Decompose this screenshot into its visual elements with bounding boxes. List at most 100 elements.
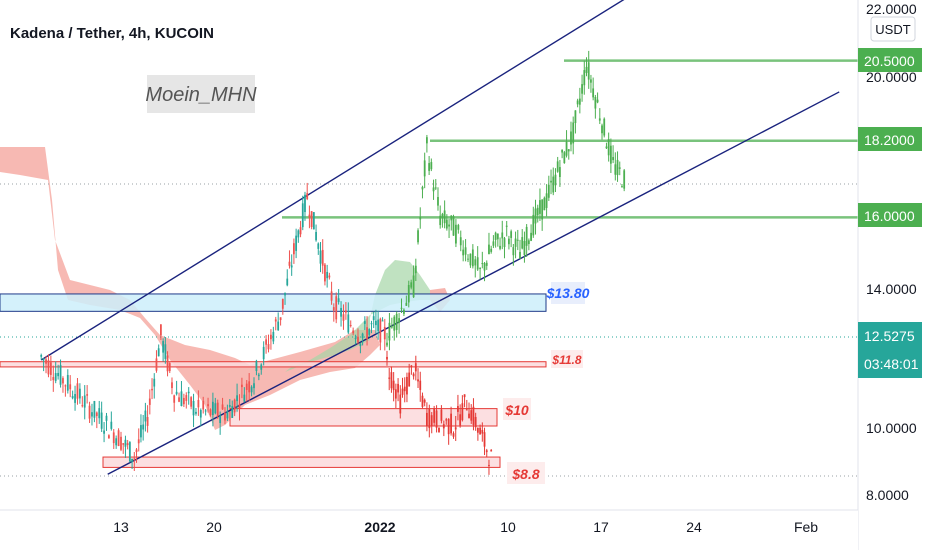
candle <box>197 390 200 416</box>
candle <box>306 182 309 201</box>
candle-bullish-path <box>543 196 546 211</box>
candle-bullish-path <box>587 50 590 89</box>
candle <box>293 238 295 264</box>
candle-bullish-path <box>607 132 610 162</box>
candle <box>88 401 91 423</box>
candle-bearish-path <box>474 412 477 431</box>
candle <box>49 355 52 381</box>
candle <box>108 434 110 439</box>
zone-label-13-80-text: $13.80 <box>546 285 590 301</box>
candle-bearish-path <box>426 402 428 432</box>
candle-bearish-path <box>450 406 452 436</box>
candle <box>168 362 171 374</box>
candle-bullish-path <box>398 312 400 334</box>
candle-bullish-path <box>437 187 439 211</box>
candle <box>326 264 329 288</box>
candle <box>182 393 185 408</box>
candle-bearish-path <box>417 368 419 388</box>
candle <box>95 411 98 429</box>
watermark: Moein_MHN <box>145 75 257 113</box>
price-axis[interactable]: 22.0000 20.0000 14.0000 10.0000 8.0000 U… <box>857 0 932 550</box>
candle <box>74 385 76 411</box>
candle-bearish-path <box>465 399 468 411</box>
candle-bullish-path <box>485 260 488 270</box>
candle-bullish-path <box>479 267 481 280</box>
candle <box>62 376 64 393</box>
candle-bullish-path <box>508 235 510 250</box>
candle-bearish-path <box>414 355 417 381</box>
candle-bearish-path <box>461 395 464 422</box>
svg-text:16.0000: 16.0000 <box>864 208 915 224</box>
candle <box>381 317 384 322</box>
channel-line-0 <box>40 0 625 361</box>
time-axis[interactable]: 13 20 2022 10 17 24 Feb <box>0 509 858 550</box>
candle <box>377 310 380 340</box>
candle-bearish-path <box>457 394 459 421</box>
candle <box>216 399 219 419</box>
candle <box>255 359 258 376</box>
candle-bullish-path <box>609 138 612 174</box>
time-tick-13: 13 <box>113 519 129 535</box>
zone-label-13-80: $13.80 <box>546 282 590 304</box>
candle-bearish-path <box>445 417 448 425</box>
candle <box>349 320 352 328</box>
currency-badge[interactable]: USDT <box>870 16 916 42</box>
candle-bearish-path <box>401 377 404 398</box>
candle <box>135 448 138 463</box>
candle <box>352 327 355 336</box>
candle <box>105 412 108 431</box>
candle <box>110 411 113 431</box>
candle <box>157 344 160 357</box>
candle-bearish-path <box>428 404 431 438</box>
candle <box>76 378 79 405</box>
candle-bearish-path <box>397 378 399 402</box>
price-tick-14: 14.0000 <box>866 281 917 297</box>
candle <box>357 328 359 345</box>
candle-bullish-path <box>596 92 599 104</box>
candle <box>250 385 253 397</box>
candle <box>243 387 246 403</box>
candle-bullish-path <box>400 298 403 314</box>
candle <box>178 392 180 403</box>
candle-bullish-path <box>423 152 426 189</box>
candle-bullish-path <box>407 280 410 308</box>
candle-bullish-path <box>603 117 606 138</box>
candle-bullish-path <box>570 121 572 152</box>
candle <box>245 380 248 402</box>
candle-bullish-path <box>464 239 467 262</box>
candle-bullish-path <box>541 199 544 231</box>
candle <box>286 269 289 287</box>
candle <box>151 378 153 400</box>
candle-bullish-path <box>598 108 601 125</box>
candle <box>142 414 145 441</box>
candle <box>248 373 251 401</box>
candle-bullish-path <box>421 185 424 199</box>
candle <box>211 392 214 427</box>
candle-bullish-path <box>448 218 450 238</box>
candle <box>180 381 183 407</box>
candle-bullish-path <box>430 158 433 172</box>
candle-bullish-path <box>462 240 465 262</box>
candle-bearish-path <box>468 402 470 419</box>
zone-label-8-8-text: $8.8 <box>511 466 539 482</box>
time-tick-24: 24 <box>686 519 702 535</box>
candle <box>241 377 243 399</box>
candle <box>162 338 165 362</box>
candle <box>368 328 371 337</box>
candle-bullish-path <box>395 311 398 338</box>
candle-bullish-path <box>561 149 564 159</box>
candle-bearish-path <box>447 418 450 445</box>
candle-bearish-path <box>410 365 413 375</box>
candle <box>372 311 375 329</box>
candle <box>221 397 224 410</box>
currency-label: USDT <box>875 22 910 37</box>
candle <box>214 397 217 415</box>
candle <box>81 396 84 408</box>
candle <box>199 408 202 427</box>
candle-bearish-path <box>430 412 433 434</box>
candle-bullish-path <box>516 229 519 251</box>
candle <box>86 385 89 404</box>
candle-bearish-path <box>463 394 466 408</box>
price-tag-20-5: 20.5000 <box>858 48 922 72</box>
